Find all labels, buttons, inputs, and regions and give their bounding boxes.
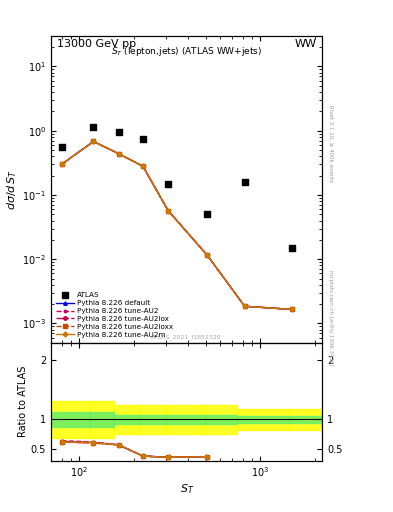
Pythia 8.226 tune-AU2loxx — [91, 138, 96, 144]
Line: Pythia 8.226 tune-AU2m: Pythia 8.226 tune-AU2m — [60, 140, 294, 311]
Pythia 8.226 tune-AU2 — [205, 252, 209, 259]
Pythia 8.226 tune-AU2lox — [166, 207, 171, 214]
Pythia 8.226 tune-AU2 — [242, 303, 247, 309]
ATLAS — [90, 123, 97, 131]
Pythia 8.226 tune-AU2lox — [116, 151, 121, 157]
Pythia 8.226 tune-AU2 — [116, 151, 121, 157]
Pythia 8.226 tune-AU2 — [166, 207, 171, 214]
Text: mcplots.cern.ch [arXiv:1306.3436]: mcplots.cern.ch [arXiv:1306.3436] — [328, 270, 333, 365]
Pythia 8.226 tune-AU2lox — [290, 306, 294, 312]
Pythia 8.226 tune-AU2m — [91, 138, 96, 144]
ATLAS — [241, 178, 248, 186]
Pythia 8.226 tune-AU2m — [166, 207, 171, 214]
Line: Pythia 8.226 default: Pythia 8.226 default — [60, 140, 294, 311]
Pythia 8.226 tune-AU2loxx — [59, 161, 64, 167]
Text: $S_T$ (lepton,jets) (ATLAS WW+jets): $S_T$ (lepton,jets) (ATLAS WW+jets) — [111, 45, 263, 58]
Pythia 8.226 tune-AU2lox — [91, 138, 96, 144]
ATLAS — [116, 128, 122, 136]
Pythia 8.226 tune-AU2m — [59, 161, 64, 167]
Pythia 8.226 tune-AU2m — [205, 252, 209, 259]
ATLAS — [204, 210, 210, 219]
Line: Pythia 8.226 tune-AU2: Pythia 8.226 tune-AU2 — [60, 140, 294, 311]
Line: Pythia 8.226 tune-AU2loxx: Pythia 8.226 tune-AU2loxx — [60, 140, 294, 311]
Pythia 8.226 default — [242, 303, 247, 309]
Pythia 8.226 default — [91, 138, 96, 144]
Pythia 8.226 tune-AU2lox — [205, 252, 209, 259]
Text: 13000 GeV pp: 13000 GeV pp — [57, 39, 136, 49]
Pythia 8.226 tune-AU2 — [59, 161, 64, 167]
Pythia 8.226 default — [205, 252, 209, 259]
Pythia 8.226 tune-AU2loxx — [116, 151, 121, 157]
Legend: ATLAS, Pythia 8.226 default, Pythia 8.226 tune-AU2, Pythia 8.226 tune-AU2lox, Py: ATLAS, Pythia 8.226 default, Pythia 8.22… — [55, 291, 174, 339]
ATLAS — [59, 143, 65, 152]
Text: ATLAS_2021_I1852328: ATLAS_2021_I1852328 — [151, 334, 222, 339]
Pythia 8.226 default — [141, 163, 145, 169]
Pythia 8.226 tune-AU2loxx — [290, 306, 294, 312]
Pythia 8.226 tune-AU2loxx — [205, 252, 209, 259]
Pythia 8.226 tune-AU2 — [290, 306, 294, 312]
Pythia 8.226 default — [290, 306, 294, 312]
Pythia 8.226 default — [59, 161, 64, 167]
Text: Rivet 3.1.10, ≥ 400k events: Rivet 3.1.10, ≥ 400k events — [328, 105, 333, 182]
Pythia 8.226 tune-AU2lox — [141, 163, 145, 169]
Pythia 8.226 tune-AU2m — [242, 303, 247, 309]
Pythia 8.226 tune-AU2 — [141, 163, 145, 169]
Pythia 8.226 tune-AU2loxx — [166, 207, 171, 214]
Pythia 8.226 default — [116, 151, 121, 157]
Pythia 8.226 tune-AU2m — [141, 163, 145, 169]
Line: Pythia 8.226 tune-AU2lox: Pythia 8.226 tune-AU2lox — [60, 140, 294, 311]
Pythia 8.226 tune-AU2lox — [59, 161, 64, 167]
Pythia 8.226 tune-AU2m — [290, 306, 294, 312]
Pythia 8.226 tune-AU2m — [116, 151, 121, 157]
X-axis label: $S_T$: $S_T$ — [180, 482, 194, 496]
Pythia 8.226 tune-AU2loxx — [141, 163, 145, 169]
Y-axis label: Ratio to ATLAS: Ratio to ATLAS — [18, 366, 28, 437]
ATLAS — [165, 180, 171, 188]
Pythia 8.226 tune-AU2loxx — [242, 303, 247, 309]
Pythia 8.226 tune-AU2lox — [242, 303, 247, 309]
Pythia 8.226 default — [166, 207, 171, 214]
Text: WW: WW — [295, 39, 317, 49]
Y-axis label: $d\sigma/d\,S_T$: $d\sigma/d\,S_T$ — [6, 169, 20, 210]
Pythia 8.226 tune-AU2 — [91, 138, 96, 144]
ATLAS — [289, 244, 295, 252]
ATLAS — [140, 135, 146, 143]
